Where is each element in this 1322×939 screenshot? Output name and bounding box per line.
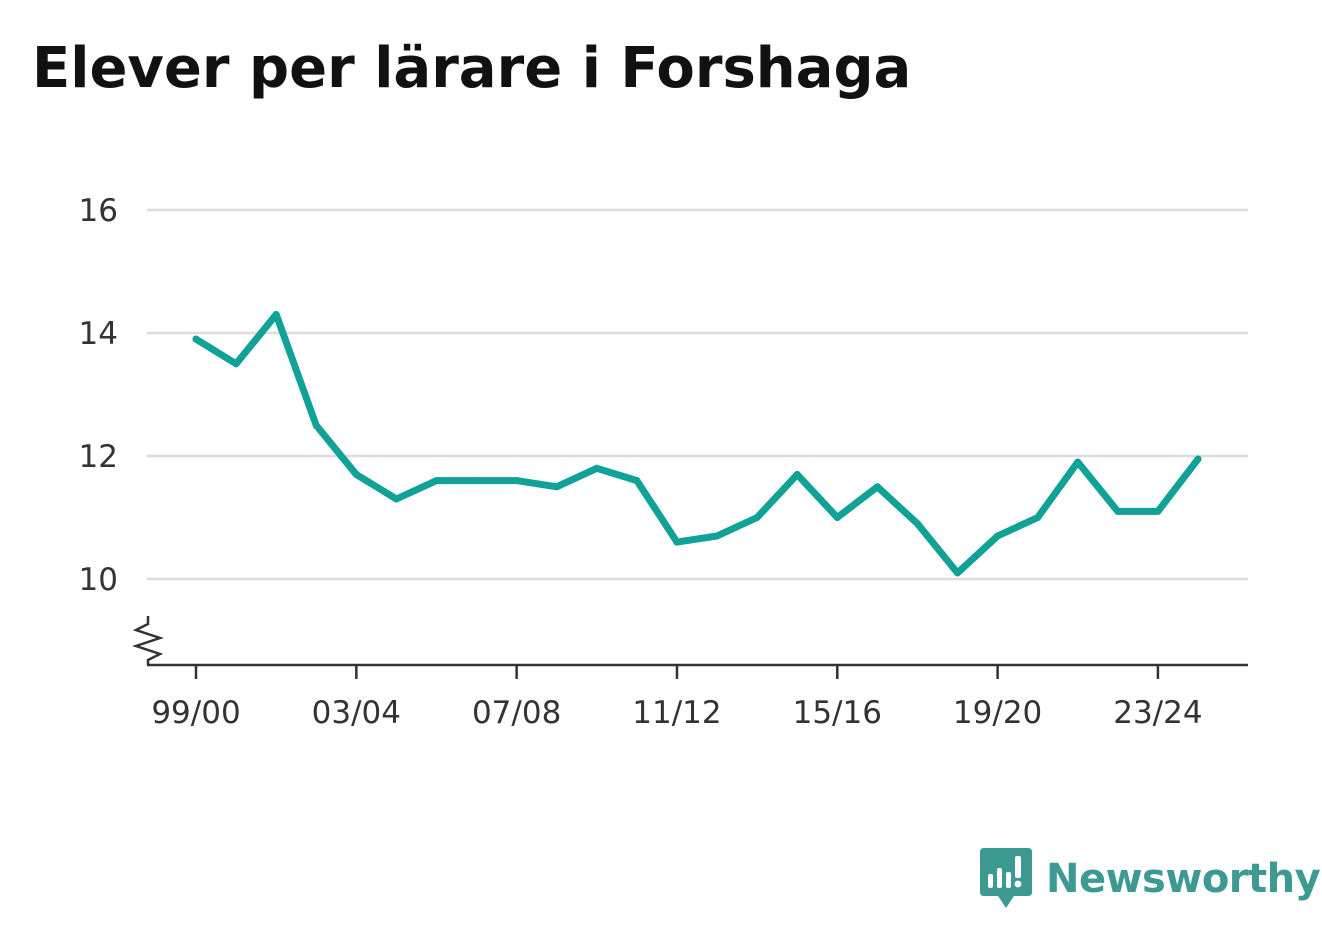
data-point [553,483,561,491]
x-tick-label: 99/00 [151,695,240,731]
data-point [392,495,400,503]
data-point [954,569,962,577]
data-point [1194,455,1202,463]
data-point [713,532,721,540]
data-point [633,477,641,485]
x-tick-label: 11/12 [632,695,721,731]
data-point [1074,458,1082,466]
y-tick-label: 12 [79,439,118,475]
newsworthy-brand: Newsworthy [980,848,1321,910]
data-point [513,477,521,485]
data-point [312,421,320,429]
data-point [272,311,280,319]
y-tick-label: 16 [79,193,118,229]
data-point [753,514,761,521]
data-point [673,538,681,546]
data-point [994,532,1002,540]
chart-title: Elever per lärare i Forshaga [32,36,912,101]
x-tick-label: 19/20 [953,695,1042,731]
data-point [232,360,240,368]
data-point [432,477,440,485]
gridlines [147,208,1248,581]
data-point [192,335,200,343]
data-point [473,477,481,485]
data-point [352,470,360,478]
y-axis: 10 12 14 16 [79,193,164,665]
y-tick-label: 10 [79,562,118,598]
newsworthy-logo-icon [980,848,1032,908]
data-point [793,470,801,478]
x-tick-label: 15/16 [793,695,882,731]
data-point [593,464,601,472]
x-tick-label: 07/08 [472,695,561,731]
data-point [913,520,921,528]
data-point [873,483,881,491]
data-point [833,514,841,521]
x-tick-label: 03/04 [312,695,401,731]
data-point [1154,507,1162,515]
y-axis-break [132,616,164,665]
x-tick-label: 23/24 [1113,695,1202,731]
series [192,311,1202,577]
data-point [1114,507,1122,515]
brand-name: Newsworthy [1046,856,1321,902]
x-axis: 99/00 03/04 07/08 11/12 15/16 19/20 23/24 [147,663,1248,731]
y-tick-label: 14 [79,316,118,352]
series-line [192,311,1202,577]
data-point [1034,514,1042,521]
